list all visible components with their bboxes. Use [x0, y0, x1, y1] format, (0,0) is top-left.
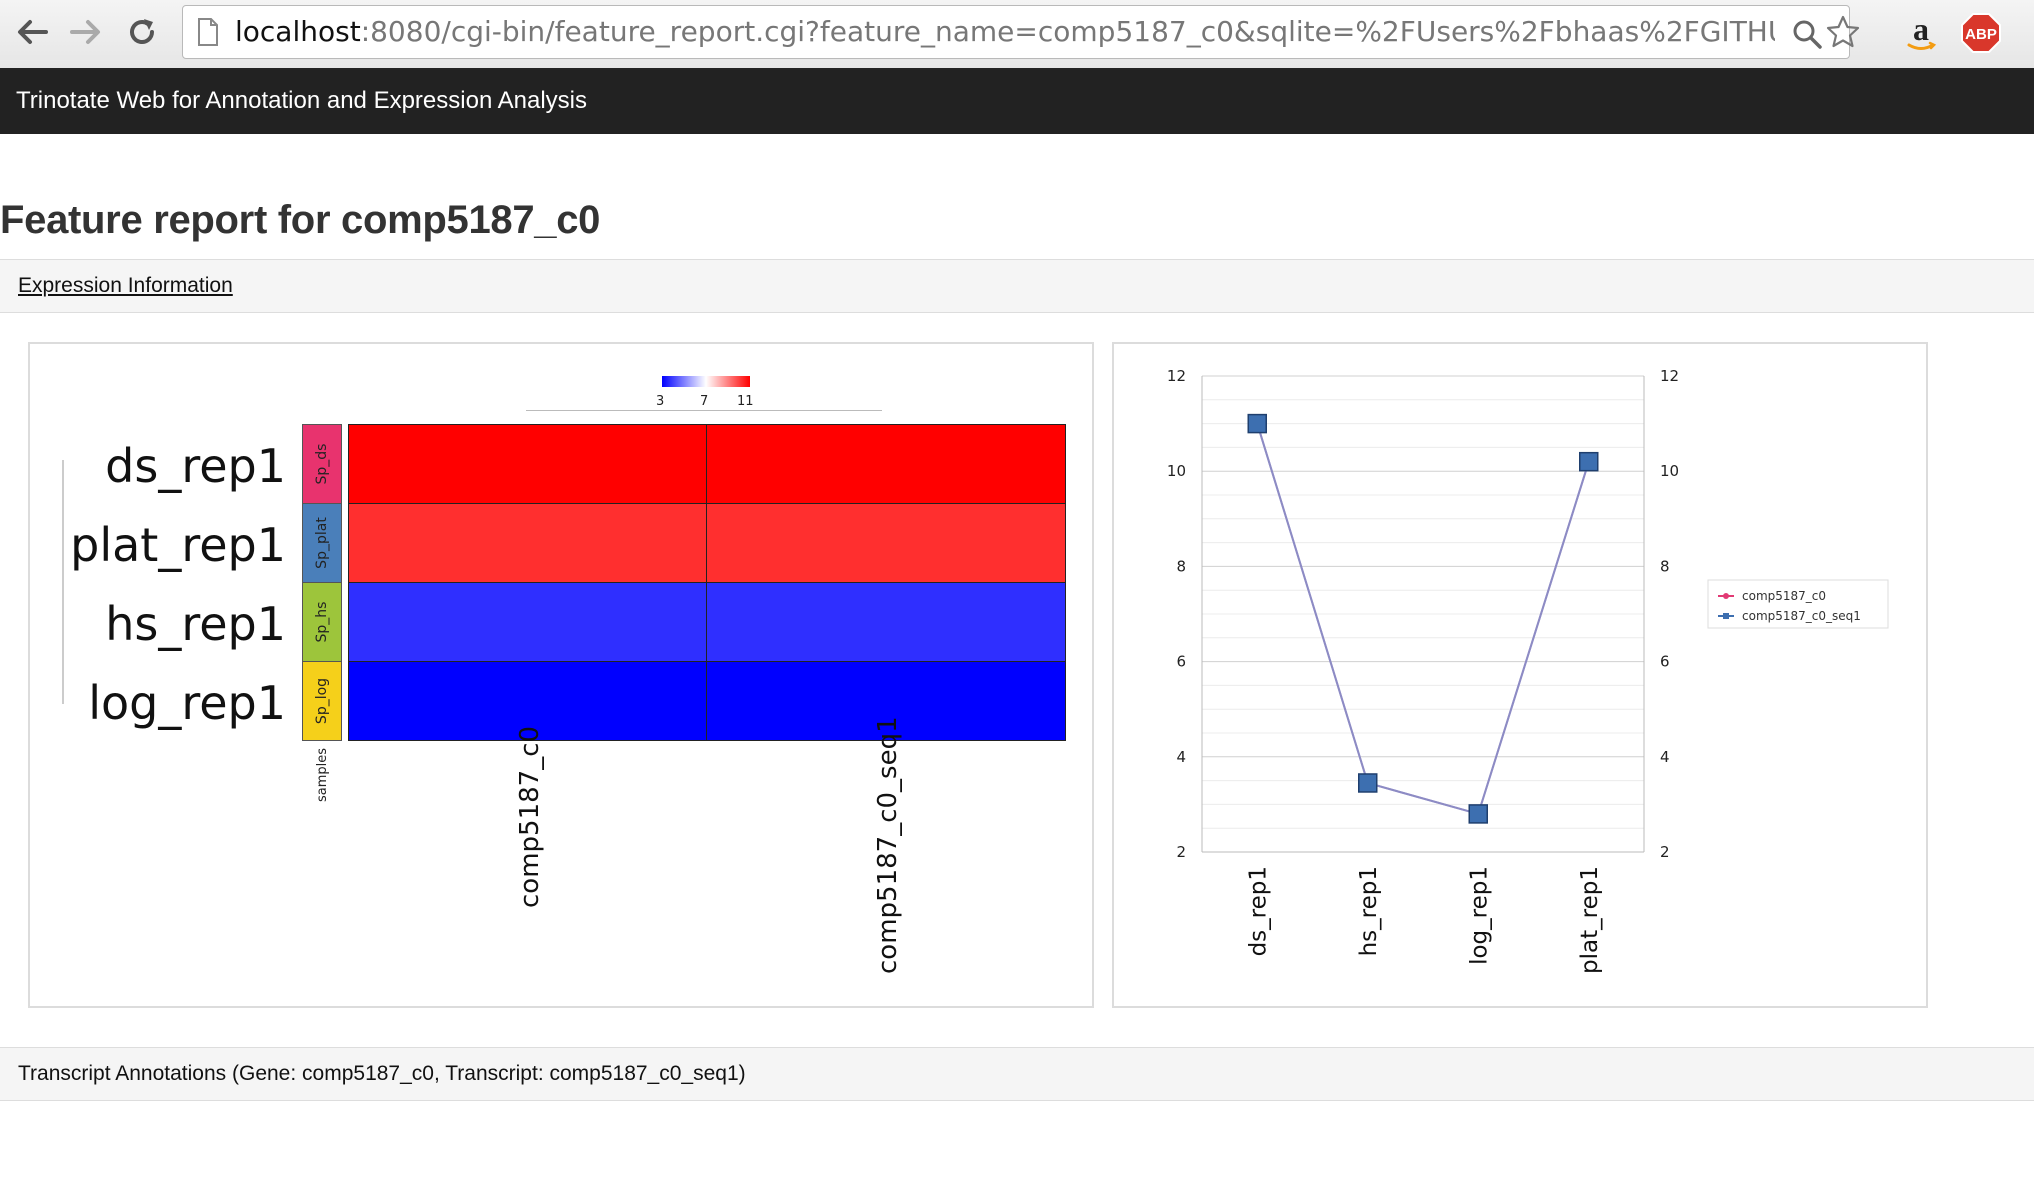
- heatmap-cell: [348, 424, 707, 504]
- app-header: Trinotate Web for Annotation and Express…: [0, 68, 2034, 134]
- forward-button[interactable]: [62, 8, 110, 56]
- address-bar[interactable]: localhost:8080/cgi-bin/feature_report.cg…: [182, 5, 1860, 59]
- heatmap-cell: [348, 503, 707, 583]
- sample-color-label: Sp_log: [314, 677, 330, 725]
- sample-color-label: Sp_plat: [314, 517, 330, 569]
- reload-icon: [130, 19, 154, 44]
- color-key-tick: 7: [700, 394, 709, 409]
- chart-legend: [1707, 579, 1889, 629]
- row-dendrogram: [62, 460, 64, 704]
- legend-label: comp5187_c0_seq1: [1742, 609, 1861, 623]
- heatmap-row-label: plat_rep1: [70, 518, 286, 572]
- svg-text:ABP: ABP: [1965, 26, 1997, 43]
- back-button[interactable]: [8, 8, 56, 56]
- y-tick-label-right: 8: [1660, 557, 1670, 575]
- y-tick-label-right: 10: [1660, 462, 1679, 480]
- sample-color-label: Sp_ds: [314, 443, 330, 485]
- back-arrow-icon: [18, 20, 48, 44]
- reload-button[interactable]: [118, 8, 166, 56]
- annotations-section-bar[interactable]: Transcript Annotations (Gene: comp5187_c…: [0, 1047, 2034, 1101]
- y-tick-label-left: 6: [1176, 653, 1186, 671]
- legend-swatch-marker: [1723, 593, 1729, 599]
- heatmap-cell: [706, 661, 1066, 741]
- heatmap-column-label: comp5187_c0: [515, 725, 545, 908]
- heatmap-cell: [706, 582, 1066, 662]
- forward-arrow-icon: [70, 20, 100, 44]
- x-tick-label: hs_rep1: [1356, 866, 1382, 956]
- sample-color-label: Sp_hs: [314, 601, 330, 643]
- url-path: :8080/cgi-bin/feature_report.cgi?feature…: [360, 15, 1775, 48]
- y-tick-label-right: 6: [1660, 653, 1670, 671]
- x-tick-label: log_rep1: [1466, 866, 1492, 965]
- search-icon[interactable]: [1791, 18, 1823, 50]
- expression-section-link[interactable]: Expression Information: [18, 274, 233, 297]
- y-tick-label-left: 8: [1176, 557, 1186, 575]
- expression-section-bar[interactable]: Expression Information: [0, 259, 2034, 313]
- sample-color-hs: Sp_hs: [302, 582, 342, 662]
- x-tick-label: ds_rep1: [1245, 866, 1271, 956]
- heatmap-cell: [348, 582, 707, 662]
- heatmap-row-label: ds_rep1: [105, 439, 286, 493]
- sample-color-log: Sp_log: [302, 661, 342, 741]
- heatmap-cell: [706, 424, 1066, 504]
- app-title[interactable]: Trinotate Web for Annotation and Express…: [16, 87, 587, 114]
- expression-chart-panel: 2 2 4 4 6 6 8 8 10 10 12 12 ds_rep1 hs_rep1 log_rep1 pl…: [1112, 342, 1928, 1008]
- y-tick-label-right: 4: [1660, 748, 1670, 766]
- y-tick-label-left: 2: [1176, 843, 1186, 861]
- data-point: [1247, 413, 1267, 434]
- color-key-rule: [526, 410, 882, 411]
- amazon-extension-icon[interactable]: a: [1898, 10, 1944, 56]
- x-tick-label: plat_rep1: [1577, 866, 1603, 974]
- data-point: [1358, 773, 1378, 793]
- data-point: [1468, 804, 1488, 824]
- expression-line-chart: 2 2 4 4 6 6 8 8 10 10 12 12 ds_rep1 hs_rep1 log_rep1 pl…: [1167, 367, 1889, 974]
- samples-label: samples: [315, 747, 330, 802]
- sample-color-plat: Sp_plat: [302, 503, 342, 583]
- y-tick-label-left: 10: [1167, 462, 1186, 480]
- y-tick-label-right: 12: [1660, 367, 1679, 385]
- page-icon: [198, 18, 218, 46]
- y-tick-label-left: 4: [1176, 748, 1186, 766]
- heatmap-color-key: [662, 376, 750, 387]
- bookmark-star-icon[interactable]: [1825, 14, 1861, 50]
- annotations-section-title[interactable]: Transcript Annotations (Gene: comp5187_c…: [18, 1062, 746, 1085]
- color-key-tick: 11: [737, 394, 754, 409]
- sample-color-ds: Sp_ds: [302, 424, 342, 504]
- series-line: [1256, 423, 1590, 816]
- heatmap-cell: [706, 503, 1066, 583]
- url-text: localhost:8080/cgi-bin/feature_report.cg…: [235, 6, 1775, 58]
- heatmap-panel: 3 7 11 ds_rep1 plat_rep1 hs_rep1 log_rep…: [28, 342, 1094, 1008]
- heatmap-row-labels: ds_rep1 plat_rep1 hs_rep1 log_rep1: [30, 426, 286, 744]
- browser-toolbar: localhost:8080/cgi-bin/feature_report.cg…: [0, 0, 2034, 69]
- url-host: localhost: [235, 15, 361, 48]
- y-tick-label-left: 12: [1167, 367, 1186, 385]
- legend-label: comp5187_c0: [1742, 589, 1826, 603]
- svg-text:a: a: [1913, 12, 1929, 47]
- page-title: Feature report for comp5187_c0: [0, 198, 601, 242]
- color-key-tick: 3: [656, 394, 665, 409]
- y-tick-label-right: 2: [1660, 843, 1670, 861]
- data-point: [1579, 451, 1599, 472]
- heatmap-row-label: log_rep1: [88, 676, 286, 730]
- adblock-plus-icon[interactable]: ABP: [1958, 10, 2004, 56]
- heatmap-column-label: comp5187_c0_seq1: [873, 716, 903, 974]
- heatmap-row-label: hs_rep1: [105, 597, 286, 651]
- legend-swatch-marker: [1723, 613, 1729, 619]
